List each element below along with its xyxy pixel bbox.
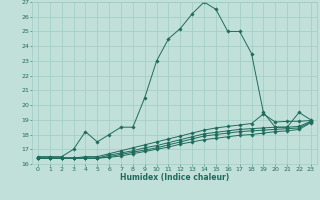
X-axis label: Humidex (Indice chaleur): Humidex (Indice chaleur) bbox=[120, 173, 229, 182]
